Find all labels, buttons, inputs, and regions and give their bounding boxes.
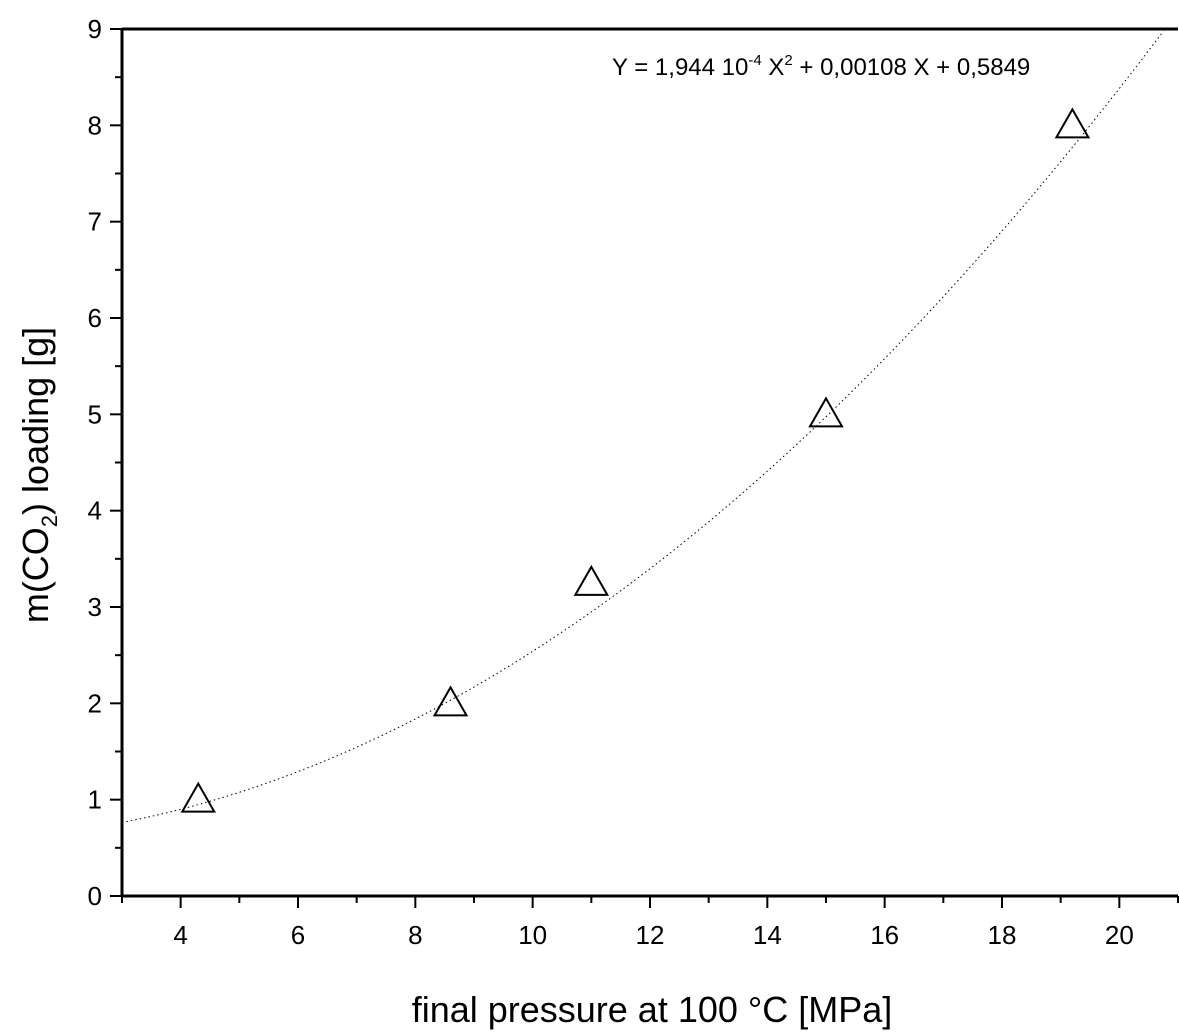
data-point-marker: [808, 396, 844, 428]
fit-curve-layer: [121, 30, 1164, 823]
data-point-marker: [180, 781, 216, 813]
y-tick-label: 5: [88, 399, 102, 429]
fit-equation-part2: X: [762, 54, 785, 81]
y-tick-label: 0: [88, 881, 102, 911]
y-axis-title: m(CO2) loading [g]: [15, 327, 62, 623]
data-point-marker: [1054, 107, 1091, 139]
y-axis-title-subscript: 2: [37, 515, 62, 527]
x-tick-label: 12: [636, 920, 665, 950]
y-tick-label: 9: [88, 14, 102, 44]
fit-curve: [121, 30, 1164, 823]
x-tick-label: 6: [291, 920, 305, 950]
fit-equation-part3: + 0,00108 X + 0,5849: [793, 54, 1031, 81]
data-points-layer: [180, 107, 1091, 813]
y-tick-label: 8: [88, 110, 102, 140]
x-tick-label: 20: [1105, 920, 1134, 950]
y-axis-title-prefix: m(CO: [15, 527, 56, 623]
x-tick-label: 18: [988, 920, 1017, 950]
y-tick-label: 7: [88, 207, 102, 237]
y-tick-label: 4: [88, 496, 102, 526]
fit-equation-exponent-2: 2: [784, 52, 792, 69]
y-tick-label: 3: [88, 592, 102, 622]
x-tick-label: 4: [173, 920, 187, 950]
fit-equation-part1: Y = 1,944 10: [612, 54, 748, 81]
x-axis-title: final pressure at 100 °C [MPa]: [412, 989, 893, 1030]
y-tick-label: 2: [88, 688, 102, 718]
x-tick-label: 8: [408, 920, 422, 950]
y-tick-label: 1: [88, 785, 102, 815]
y-axis-title-suffix: ) loading [g]: [15, 327, 56, 515]
x-tick-label: 14: [753, 920, 782, 950]
x-tick-label: 10: [518, 920, 547, 950]
axes-layer: [110, 27, 1179, 908]
y-tick-label: 6: [88, 303, 102, 333]
x-tick-label: 16: [870, 920, 899, 950]
fit-equation-annotation: Y = 1,944 10-4 X2 + 0,00108 X + 0,5849: [612, 52, 1030, 81]
data-point-marker: [573, 564, 610, 596]
data-point-marker: [432, 685, 469, 717]
fit-equation-exponent-1: -4: [748, 52, 761, 69]
